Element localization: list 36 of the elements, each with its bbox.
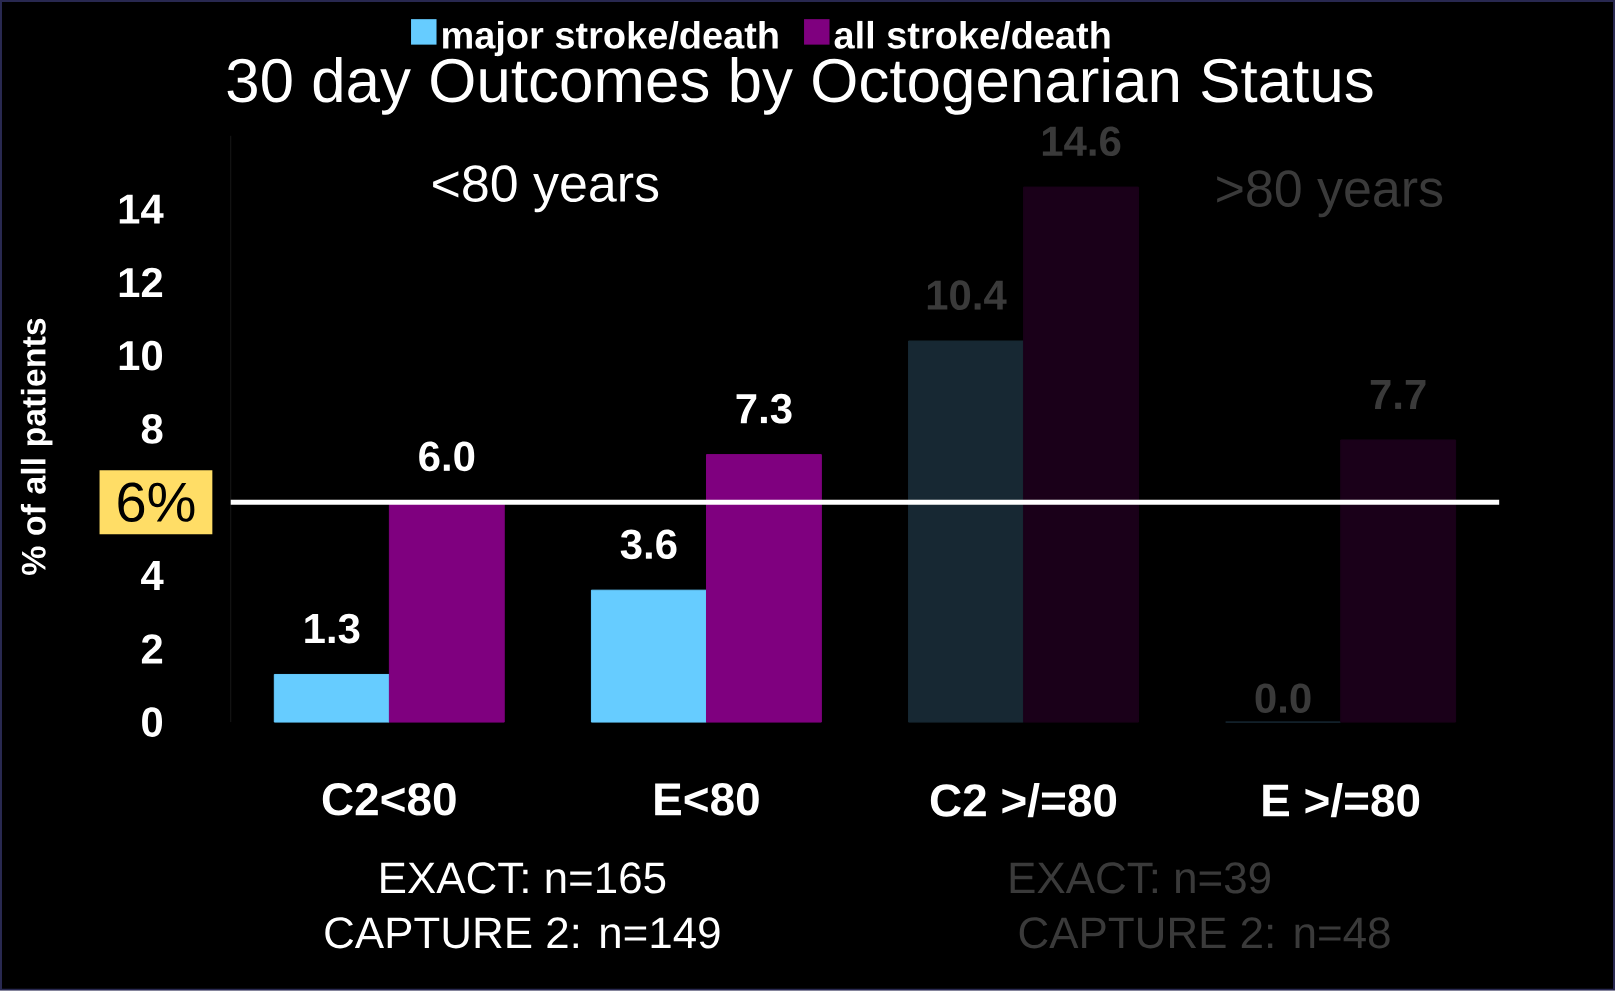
bar — [590, 589, 707, 723]
y-tick-label: 10 — [119, 340, 163, 371]
x-tick-label: E >/=80 — [1263, 783, 1420, 818]
legend-label: all stroke/death — [834, 21, 1110, 50]
bar — [908, 340, 1024, 723]
data-label: 6.0 — [419, 441, 475, 472]
text: CAPTURE 2: n=48 — [1019, 917, 1390, 949]
chart-title: 30 day Outcomes by Octogenarian Status — [227, 57, 1373, 115]
y-tick-label: 14 — [119, 194, 164, 224]
text: EXACT: n=39 — [1010, 862, 1270, 894]
legend-label: major stroke/death — [443, 21, 778, 57]
x-tick-label: E<80 — [655, 783, 759, 816]
bar — [273, 674, 390, 723]
text: CAPTURE 2: n=149 — [325, 917, 720, 949]
y-tick-label: 8 — [141, 414, 163, 444]
data-label: 0.0 — [1255, 683, 1311, 714]
bar — [1023, 186, 1139, 723]
bar — [706, 454, 822, 723]
data-label: 14.6 — [1042, 126, 1121, 157]
text: EXACT: n=165 — [381, 862, 666, 894]
annotation: <80 years — [433, 165, 659, 213]
data-label: 1.3 — [305, 613, 360, 644]
x-tick-label: C2<80 — [322, 783, 456, 816]
y-tick-label: 12 — [119, 267, 163, 298]
data-label: 10.4 — [927, 280, 1007, 311]
annotation: >80 years — [1217, 170, 1443, 218]
x-tick-label: C2 >/=80 — [930, 783, 1117, 818]
y-tick-label: 0 — [142, 707, 163, 738]
y-tick-label: 4 — [141, 561, 164, 591]
y-axis-title: % of all patients — [20, 318, 53, 576]
ref-line-label: 6% — [118, 482, 195, 523]
data-label: 3.6 — [620, 529, 677, 560]
data-label: 7.7 — [1370, 380, 1426, 410]
bar — [1340, 439, 1457, 723]
y-tick-label: 2 — [141, 634, 163, 664]
data-label: 7.3 — [736, 393, 792, 424]
